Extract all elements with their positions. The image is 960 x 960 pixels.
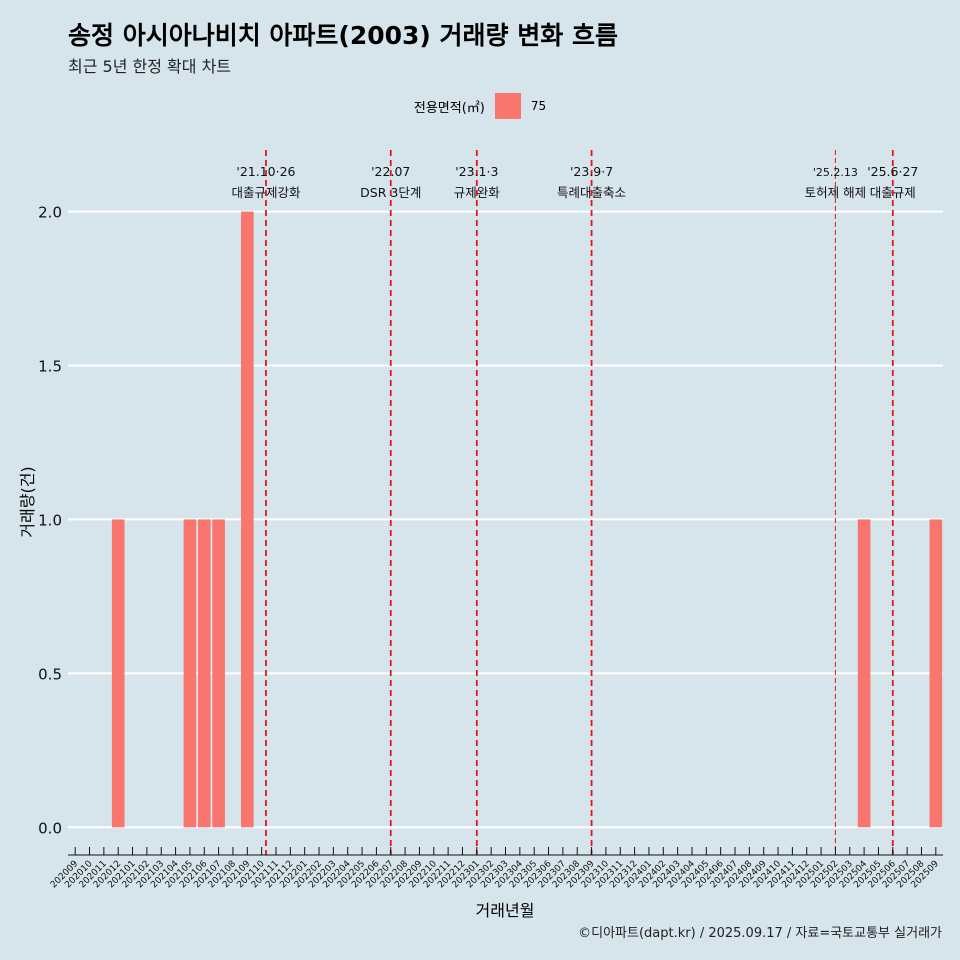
y-tick-label: 1.0 [38, 511, 62, 529]
y-axis-label: 거래량(건) [18, 466, 37, 538]
bar [857, 519, 871, 828]
chart-subtitle: 최근 5년 한정 확대 차트 [68, 57, 232, 76]
bar [183, 519, 197, 828]
bar [197, 519, 211, 828]
event-date-label: '22.07 [371, 164, 410, 179]
legend-label: 75 [530, 99, 547, 113]
legend-title: 전용면적(㎡) [413, 100, 485, 116]
chart-title: 송정 아시아나비치 아파트(2003) 거래량 변화 흐름 [68, 21, 618, 50]
event-date-label: '23.9·7 [570, 164, 613, 179]
event-date-label: '23.1·3 [455, 164, 498, 179]
event-text-label: 대출규제 [870, 185, 916, 200]
bar [111, 519, 125, 828]
event-text-label: 규제완화 [454, 185, 501, 200]
event-date-label: '21.10·26 [236, 164, 295, 179]
event-text-label: 대출규제강화 [231, 185, 301, 200]
y-tick-label: 0.5 [38, 665, 62, 683]
x-axis-label: 거래년월 [475, 901, 535, 920]
event-text-label: 토허제 해제 [805, 185, 866, 200]
bar [929, 519, 943, 828]
y-tick-label: 2.0 [38, 204, 62, 222]
y-tick-label: 1.5 [38, 358, 62, 376]
event-text-label: DSR 3단계 [360, 185, 421, 200]
event-date-label: '25.6·27 [867, 164, 918, 179]
y-tick-label: 0.0 [38, 819, 62, 837]
legend-swatch [494, 93, 521, 119]
event-text-label: 특례대출축소 [557, 185, 626, 200]
bar [240, 211, 254, 828]
source-caption: ©디아파트(dapt.kr) / 2025.09.17 / 자료=국토교통부 실… [578, 926, 942, 941]
event-date-label: '25.2.13 [813, 166, 858, 179]
bar [212, 519, 225, 828]
legend: 전용면적(㎡) 75 [0, 93, 960, 119]
